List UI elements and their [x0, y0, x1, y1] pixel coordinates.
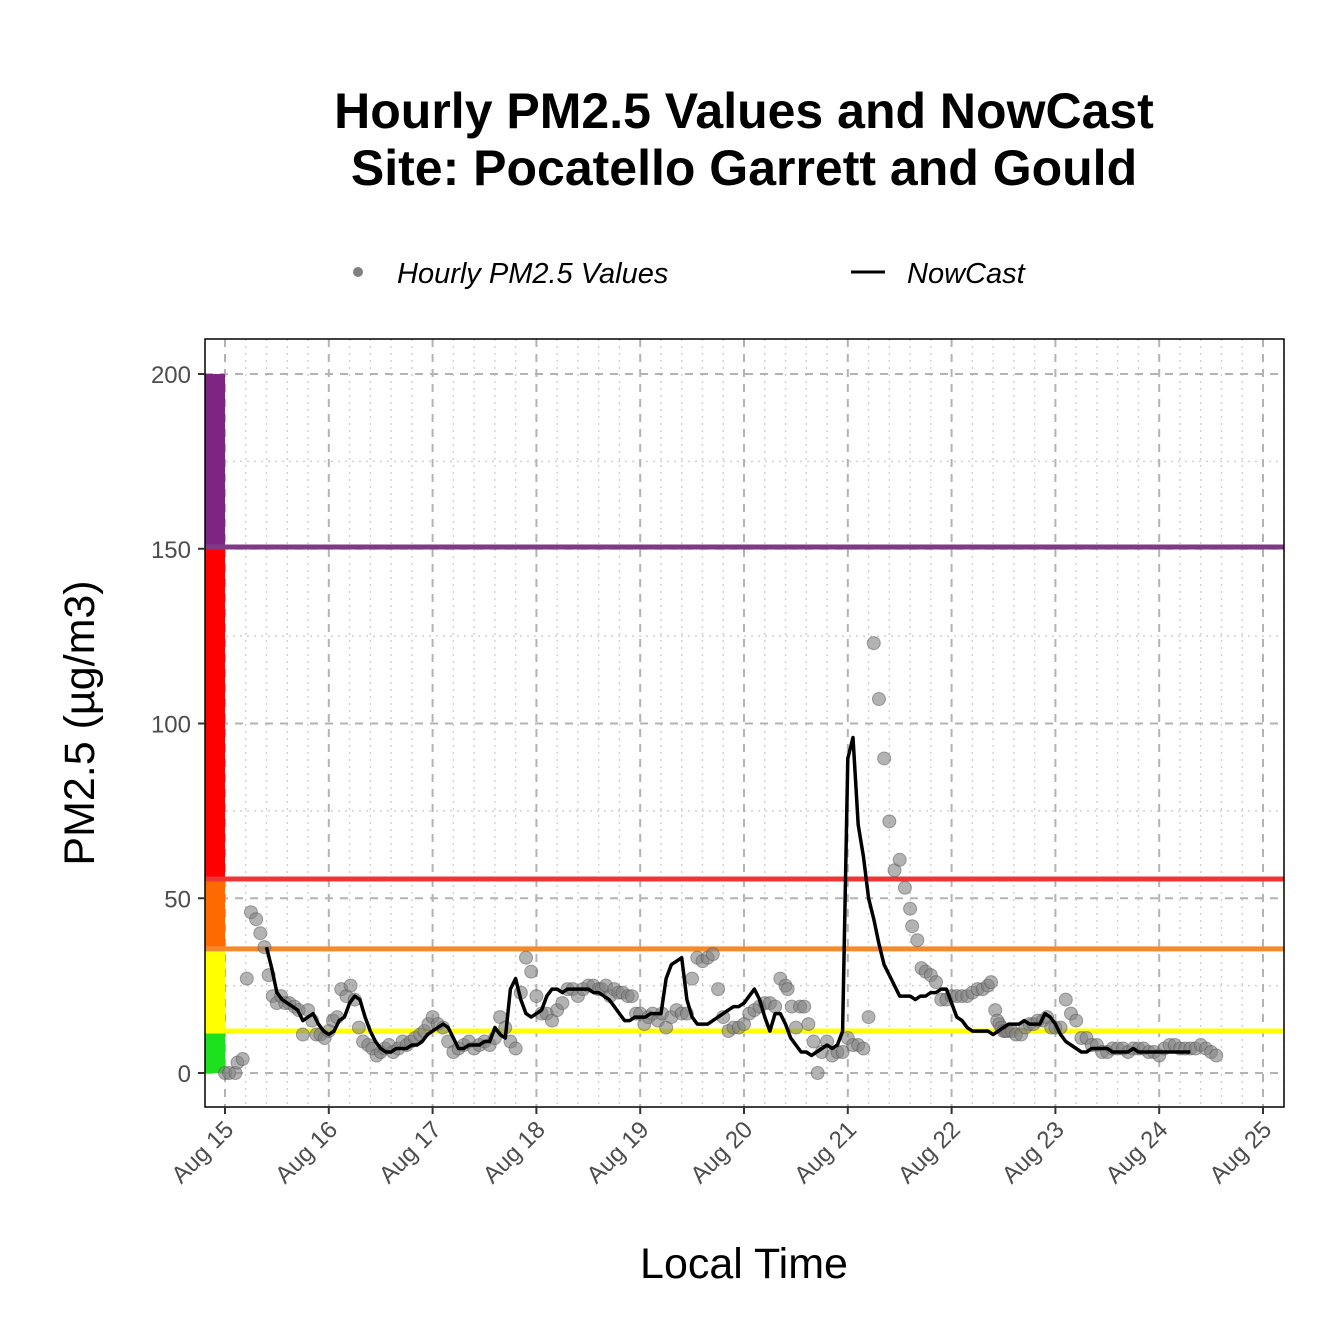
legend-label-nowcast: NowCast [907, 258, 1027, 290]
y-tick-label: 50 [164, 886, 191, 913]
hourly-pm25-point [910, 933, 925, 948]
hourly-pm25-point [929, 975, 944, 990]
y-axis-title: PM2.5 (µg/m3) [56, 580, 104, 865]
x-tick-label: Aug 19 [582, 1116, 655, 1189]
hourly-pm25-point [797, 999, 812, 1014]
hourly-pm25-point [295, 1027, 310, 1042]
legend: Hourly PM2.5 Values NowCast [353, 258, 1027, 290]
legend-label-hourly: Hourly PM2.5 Values [397, 258, 668, 290]
y-tick-label: 200 [151, 362, 191, 389]
y-tick-label: 150 [151, 537, 191, 564]
hourly-pm25-point [903, 901, 918, 916]
hourly-pm25-point [1058, 992, 1073, 1007]
hourly-pm25-point [788, 1020, 803, 1035]
hourly-pm25-point [705, 947, 720, 962]
x-axis-title: Local Time [640, 1240, 848, 1288]
aqi-band [205, 1031, 225, 1073]
hourly-pm25-point [529, 989, 544, 1004]
x-tick-label: Aug 18 [478, 1116, 551, 1189]
hourly-pm25-point [835, 1045, 850, 1060]
hourly-pm25-point [877, 751, 892, 766]
aqi-band [205, 374, 225, 548]
hourly-pm25-point [866, 636, 881, 651]
hourly-pm25-point [239, 971, 254, 986]
hourly-pm25-point [524, 964, 539, 979]
hourly-pm25-point [624, 989, 639, 1004]
hourly-pm25-point [856, 1041, 871, 1056]
x-tick-label: Aug 15 [166, 1116, 239, 1189]
aqi-band [205, 547, 225, 880]
x-tick-label: Aug 20 [685, 1116, 758, 1189]
hourly-pm25-point [861, 1010, 876, 1025]
hourly-pm25-point [343, 978, 358, 993]
hourly-pm25-point [249, 912, 264, 927]
aqi-band [205, 948, 225, 1032]
hourly-pm25-point [711, 982, 726, 997]
hourly-pm25-point [801, 1017, 816, 1032]
hourly-pm25-point [1069, 1013, 1084, 1028]
legend-point-symbol [353, 267, 363, 277]
x-tick-label: Aug 25 [1204, 1116, 1277, 1189]
hourly-pm25-point [780, 982, 795, 997]
hourly-pm25-point [1209, 1048, 1224, 1063]
x-tick-label: Aug 21 [789, 1116, 862, 1189]
nowcast-line [264, 735, 1191, 1058]
hourly-pm25-point [882, 814, 897, 829]
hourly-pm25-point [810, 1066, 825, 1080]
x-tick-label: Aug 23 [997, 1116, 1070, 1189]
hourly-pm25-point [253, 926, 268, 941]
y-tick-label: 0 [178, 1061, 191, 1088]
x-tick-label: Aug 22 [893, 1116, 966, 1189]
hourly-pm25-point [508, 1041, 523, 1056]
hourly-pm25-point [555, 996, 570, 1011]
hourly-pm25-point [806, 1034, 821, 1049]
hourly-pm25-point [905, 919, 920, 934]
x-tick-label: Aug 17 [374, 1116, 447, 1189]
chart-title: Hourly PM2.5 Values and NowCast [334, 83, 1154, 139]
hourly-pm25-point [897, 880, 912, 895]
aqi-band [205, 879, 225, 949]
hourly-pm25-point [820, 1034, 835, 1049]
chart-subtitle: Site: Pocatello Garrett and Gould [351, 140, 1137, 196]
hourly-pm25-point [235, 1052, 250, 1067]
hourly-pm25-point [351, 1020, 366, 1035]
hourly-pm25-point [892, 852, 907, 867]
y-tick-label: 100 [151, 712, 191, 739]
x-tick-label: Aug 16 [270, 1116, 343, 1189]
hourly-pm25-point [685, 971, 700, 986]
hourly-pm25-point [984, 975, 999, 990]
hourly-pm25-point [519, 950, 534, 965]
hourly-pm25-point [871, 692, 886, 707]
x-tick-label: Aug 24 [1101, 1116, 1174, 1189]
hourly-pm25-point [768, 999, 783, 1014]
plot-panel: 0 50 100 150 200 Aug 15 Aug 16 Aug 17 Aug 18 Aug … [151, 338, 1285, 1189]
